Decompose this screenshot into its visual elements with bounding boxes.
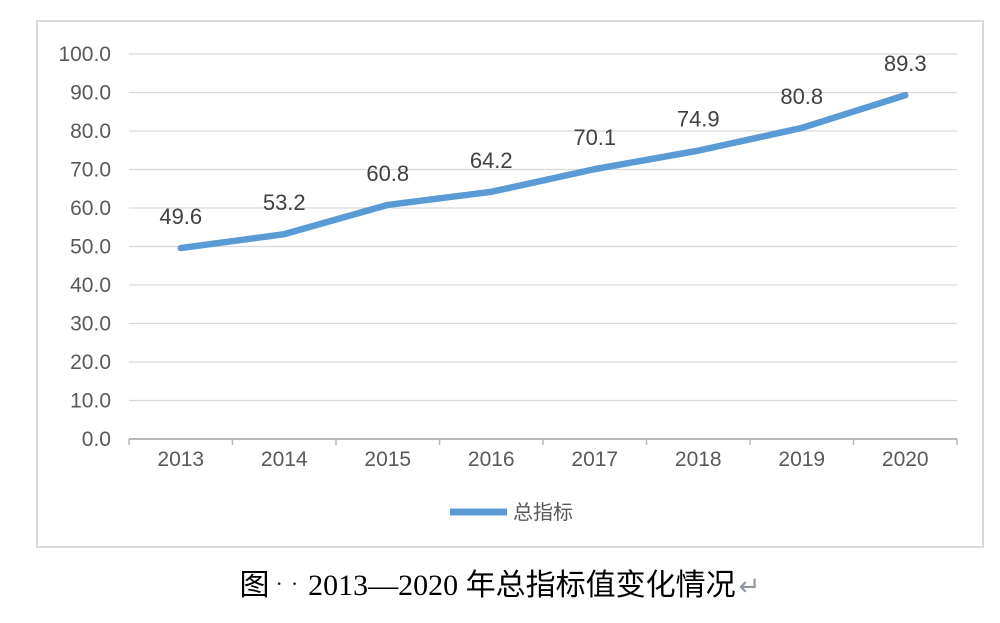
legend-label: 总指标 (513, 501, 573, 524)
x-axis-tick-label: 2016 (468, 448, 515, 471)
y-axis-tick-label: 90.0 (70, 82, 111, 105)
y-axis-tick-label: 50.0 (70, 236, 111, 259)
y-axis-tick-label: 70.0 (70, 159, 111, 182)
line-chart: 0.0 10.0 20.0 30.0 40.0 50.0 60.0 70.0 80.0 90.0 1… (58, 43, 958, 524)
x-axis-tick-label: 2014 (261, 448, 308, 471)
series-line (177, 91, 909, 252)
y-axis-tick-label: 30.0 (70, 313, 111, 336)
data-label: 53.2 (263, 190, 306, 215)
x-axis-tick-label: 2018 (675, 448, 722, 471)
y-axis-tick-label: 10.0 (70, 390, 111, 413)
data-label: 49.6 (159, 204, 202, 229)
x-axis-tick-label: 2017 (571, 448, 618, 471)
y-axis-tick-label: 0.0 (82, 428, 111, 451)
paragraph-return-mark-icon: ↵ (738, 572, 761, 602)
x-axis-tick-label: 2015 (364, 448, 411, 471)
y-axis-tick-label: 40.0 (70, 274, 111, 297)
figure-caption: 图 ··2013—2020 年总指标值变化情况 ↵ (0, 560, 1000, 604)
y-axis-tick-label: 80.0 (70, 120, 111, 143)
data-label: 89.3 (884, 51, 927, 76)
data-label: 60.8 (366, 161, 409, 186)
x-axis-tick-label: 2013 (157, 448, 204, 471)
data-label: 80.8 (780, 84, 823, 109)
chart-container[interactable]: 0.0 10.0 20.0 30.0 40.0 50.0 60.0 70.0 80.0 90.0 1… (36, 20, 984, 548)
data-label: 64.2 (470, 148, 513, 173)
data-label: 70.1 (573, 125, 616, 150)
y-axis-tick-label: 20.0 (70, 351, 111, 374)
x-axis-tick-label: 2019 (778, 448, 825, 471)
caption-text: 2013—2020 年总指标值变化情况 (308, 569, 736, 602)
space-formatting-marks: ·· (275, 571, 307, 596)
x-axis-tick-label: 2020 (882, 448, 929, 471)
y-axis-tick-label: 60.0 (70, 197, 111, 220)
data-label: 74.9 (677, 107, 720, 132)
y-axis-tick-label: 100.0 (58, 43, 111, 66)
caption-prefix: 图 (239, 569, 270, 602)
